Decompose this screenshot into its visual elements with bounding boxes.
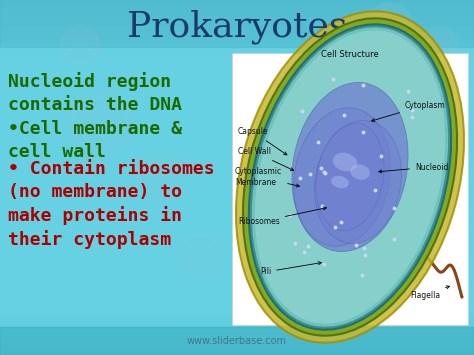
Bar <box>232 53 468 325</box>
Circle shape <box>132 147 188 203</box>
Text: • Contain ribosomes
(no membrane) to
make proteins in
their cytoplasm: • Contain ribosomes (no membrane) to mak… <box>8 160 215 249</box>
Ellipse shape <box>236 11 464 343</box>
Circle shape <box>175 230 225 280</box>
Ellipse shape <box>315 120 401 244</box>
Text: Pili: Pili <box>260 262 321 277</box>
Circle shape <box>422 27 458 63</box>
Ellipse shape <box>243 18 457 336</box>
Text: Cell Wall: Cell Wall <box>238 147 294 170</box>
Circle shape <box>60 25 100 65</box>
Text: Cell Structure: Cell Structure <box>321 50 379 59</box>
Ellipse shape <box>350 164 370 180</box>
Ellipse shape <box>316 123 384 231</box>
Text: Flagella: Flagella <box>410 286 449 300</box>
Text: Ribosomes: Ribosomes <box>238 207 327 226</box>
Circle shape <box>65 90 135 160</box>
Ellipse shape <box>292 82 408 252</box>
Text: www.sliderbase.com: www.sliderbase.com <box>187 336 287 346</box>
Circle shape <box>368 3 412 47</box>
Text: Cytoplasm: Cytoplasm <box>372 100 446 121</box>
Ellipse shape <box>252 27 448 327</box>
Text: •Cell membrane &
cell wall: •Cell membrane & cell wall <box>8 120 182 161</box>
Ellipse shape <box>333 153 357 171</box>
Ellipse shape <box>294 108 390 246</box>
Text: Capsule: Capsule <box>238 127 287 155</box>
Text: Nucleoid region
contains the DNA: Nucleoid region contains the DNA <box>8 72 182 114</box>
Ellipse shape <box>255 30 445 324</box>
Text: Cytoplasmic
Membrane: Cytoplasmic Membrane <box>235 167 300 187</box>
Bar <box>0 327 474 355</box>
Ellipse shape <box>249 24 451 330</box>
Text: Prokaryotes: Prokaryotes <box>127 10 347 44</box>
Ellipse shape <box>331 176 349 188</box>
Bar <box>0 0 474 47</box>
Text: Nucleoid: Nucleoid <box>379 163 448 173</box>
